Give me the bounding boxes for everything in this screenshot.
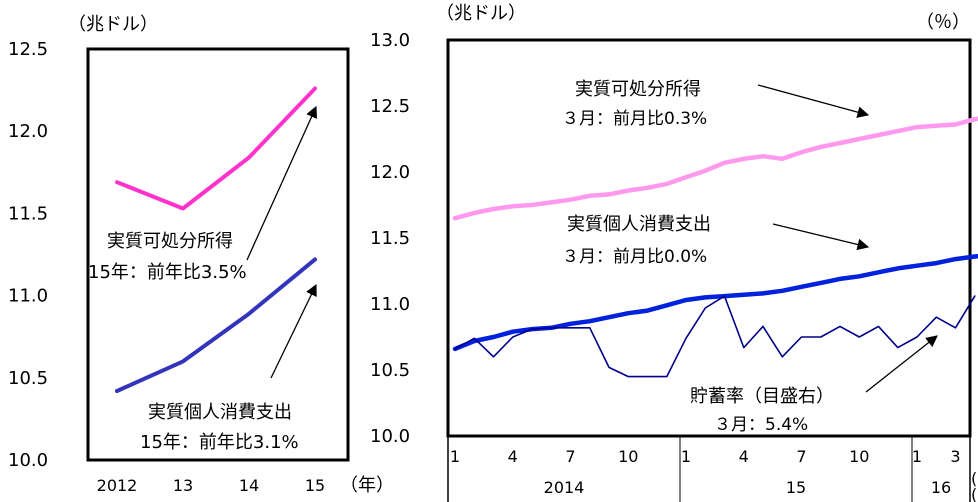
right-month-tick-7: 10 <box>849 447 869 466</box>
left-plot-frame <box>86 47 350 462</box>
right-series-line-2 <box>454 295 976 378</box>
left-x-tick-2: 14 <box>239 476 259 495</box>
right-annotation-saving-line2: ３月：5.4% <box>714 415 808 435</box>
right-y-tick-5: 10.5 <box>370 360 410 381</box>
right-annotation-consumption-line2: ３月：前月比0.0% <box>562 247 707 267</box>
right-year-label-16: 16 <box>931 478 951 497</box>
right-month-tick-labels: 1 4 7 10 1 4 7 10 1 3 <box>450 447 961 466</box>
left-chart: （兆ドル） 12.5 12.0 11.5 11.0 10.5 10.0 2012 13 14 1… <box>8 14 394 496</box>
right-year-label-2014: 2014 <box>544 478 585 497</box>
right-series-lines <box>452 116 978 378</box>
right-chart: （兆ドル） （％） 13.0 12.5 12.0 11.5 11.0 10.5 10.0 1… <box>370 3 978 502</box>
right-year-label-15: 15 <box>786 478 806 497</box>
right-month-tick-0: 1 <box>450 447 460 466</box>
left-x-tick-labels: 2012 13 14 15 <box>97 476 326 495</box>
right-series-line-0 <box>452 116 978 221</box>
left-x-tick-0: 2012 <box>97 476 138 495</box>
left-y-tick-5: 10.0 <box>8 450 48 471</box>
right-plot-frame <box>446 38 972 438</box>
right-month-tick-1: 4 <box>508 447 518 466</box>
right-annotation-income-line2: ３月：前月比0.3% <box>562 109 707 129</box>
left-x-tick-1: 13 <box>173 476 193 495</box>
right-month-tick-8: 1 <box>912 447 922 466</box>
right-y-tick-labels: 13.0 12.5 12.0 11.5 11.0 10.5 10.0 <box>370 30 410 447</box>
right-income-arrow <box>757 84 870 118</box>
right-month-tick-2: 7 <box>565 447 575 466</box>
right-month-tick-5: 4 <box>739 447 749 466</box>
left-income-arrow <box>246 105 318 261</box>
right-month-tick-4: 1 <box>681 447 691 466</box>
left-y-tick-3: 11.0 <box>8 286 48 307</box>
right-y-tick-2: 12.0 <box>370 162 410 183</box>
left-series-line-1 <box>115 257 317 393</box>
left-x-unit-label: （年） <box>340 475 394 496</box>
right-y-unit-label: （兆ドル） <box>436 3 526 24</box>
right-y-tick-6: 10.0 <box>370 426 410 447</box>
left-y-tick-4: 10.5 <box>8 368 48 389</box>
left-y-tick-0: 12.5 <box>8 39 48 60</box>
left-y-tick-labels: 12.5 12.0 11.5 11.0 10.5 10.0 <box>8 39 48 471</box>
left-annotation-consumption-line1: 実質個人消費支出 <box>148 402 292 423</box>
left-annotation-income-line2: 15年：前年比3.5% <box>88 262 247 283</box>
right-y-tick-0: 13.0 <box>370 30 410 51</box>
right-saving-arrow <box>865 335 938 393</box>
right-annotation-income-line1: 実質可処分所得 <box>575 79 701 100</box>
left-series-line-0 <box>115 86 317 211</box>
right-month-tick-9: 3 <box>950 447 960 466</box>
right-consumption-arrow <box>772 223 870 251</box>
right-series-line-1 <box>452 254 978 352</box>
right-y-tick-3: 11.5 <box>370 228 410 249</box>
left-y-unit-label: （兆ドル） <box>68 14 158 35</box>
right-month-tick-3: 10 <box>618 447 638 466</box>
right-month-tick-6: 7 <box>796 447 806 466</box>
left-annotation-consumption-line2: 15年：前年比3.1% <box>140 432 299 453</box>
left-consumption-arrow <box>270 283 317 379</box>
right-annotation-consumption-line1: 実質個人消費支出 <box>567 214 711 235</box>
right-y-tick-4: 11.0 <box>370 294 410 315</box>
right-axis-fragment-1: ( <box>971 469 977 488</box>
right-y2-unit-label: （％） <box>916 12 970 33</box>
left-x-tick-3: 15 <box>305 476 325 495</box>
left-series-lines <box>115 86 317 393</box>
right-annotation-saving-line1: 貯蓄率（目盛右） <box>690 386 834 407</box>
left-y-tick-2: 11.5 <box>8 203 48 224</box>
left-y-tick-1: 12.0 <box>8 121 48 142</box>
right-axis-fragment-2: ( <box>971 485 977 502</box>
left-annotation-income-line1: 実質可処分所得 <box>107 231 233 252</box>
right-y-tick-1: 12.5 <box>370 96 410 117</box>
